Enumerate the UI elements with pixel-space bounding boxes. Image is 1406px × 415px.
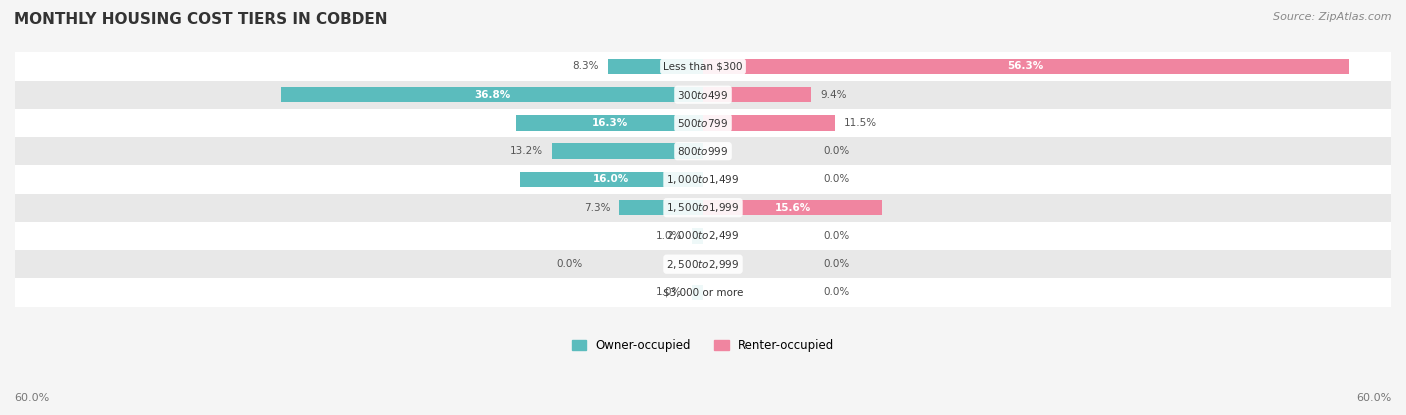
Text: $1,500 to $1,999: $1,500 to $1,999	[666, 201, 740, 214]
Text: 60.0%: 60.0%	[1357, 393, 1392, 403]
Text: 15.6%: 15.6%	[775, 203, 811, 213]
Bar	[703, 115, 835, 131]
Text: Less than $300: Less than $300	[664, 61, 742, 71]
Bar	[15, 222, 1391, 250]
Bar	[692, 285, 703, 300]
Text: 13.2%: 13.2%	[509, 146, 543, 156]
Text: 0.0%: 0.0%	[824, 146, 849, 156]
Legend: Owner-occupied, Renter-occupied: Owner-occupied, Renter-occupied	[567, 334, 839, 356]
Bar	[15, 165, 1391, 193]
Bar	[15, 278, 1391, 307]
Text: $2,000 to $2,499: $2,000 to $2,499	[666, 229, 740, 242]
Text: 1.0%: 1.0%	[657, 288, 682, 298]
Bar	[703, 59, 1348, 74]
Text: $300 to $499: $300 to $499	[678, 89, 728, 101]
Text: $2,500 to $2,999: $2,500 to $2,999	[666, 258, 740, 271]
Text: 11.5%: 11.5%	[844, 118, 877, 128]
Text: 36.8%: 36.8%	[474, 90, 510, 100]
Bar	[15, 52, 1391, 81]
Text: MONTHLY HOUSING COST TIERS IN COBDEN: MONTHLY HOUSING COST TIERS IN COBDEN	[14, 12, 388, 27]
Bar	[607, 59, 703, 74]
Text: 9.4%: 9.4%	[820, 90, 846, 100]
Bar	[551, 144, 703, 159]
Bar	[520, 172, 703, 187]
Text: 16.0%: 16.0%	[593, 174, 630, 184]
Text: 7.3%: 7.3%	[583, 203, 610, 213]
Bar	[703, 200, 882, 215]
Bar	[15, 81, 1391, 109]
Text: $1,000 to $1,499: $1,000 to $1,499	[666, 173, 740, 186]
Text: 1.0%: 1.0%	[657, 231, 682, 241]
Text: 0.0%: 0.0%	[557, 259, 582, 269]
Bar	[281, 87, 703, 103]
Text: 8.3%: 8.3%	[572, 61, 599, 71]
Bar	[516, 115, 703, 131]
Bar	[15, 193, 1391, 222]
Bar	[15, 109, 1391, 137]
Text: $3,000 or more: $3,000 or more	[662, 288, 744, 298]
Text: $500 to $799: $500 to $799	[678, 117, 728, 129]
Text: 16.3%: 16.3%	[592, 118, 627, 128]
Bar	[692, 228, 703, 244]
Text: 0.0%: 0.0%	[824, 231, 849, 241]
Text: Source: ZipAtlas.com: Source: ZipAtlas.com	[1274, 12, 1392, 22]
Text: 0.0%: 0.0%	[824, 259, 849, 269]
Text: 0.0%: 0.0%	[824, 174, 849, 184]
Bar	[15, 137, 1391, 165]
Bar	[15, 250, 1391, 278]
Bar	[703, 87, 811, 103]
Text: 60.0%: 60.0%	[14, 393, 49, 403]
Text: 56.3%: 56.3%	[1008, 61, 1043, 71]
Text: 0.0%: 0.0%	[824, 288, 849, 298]
Bar	[619, 200, 703, 215]
Text: $800 to $999: $800 to $999	[678, 145, 728, 157]
